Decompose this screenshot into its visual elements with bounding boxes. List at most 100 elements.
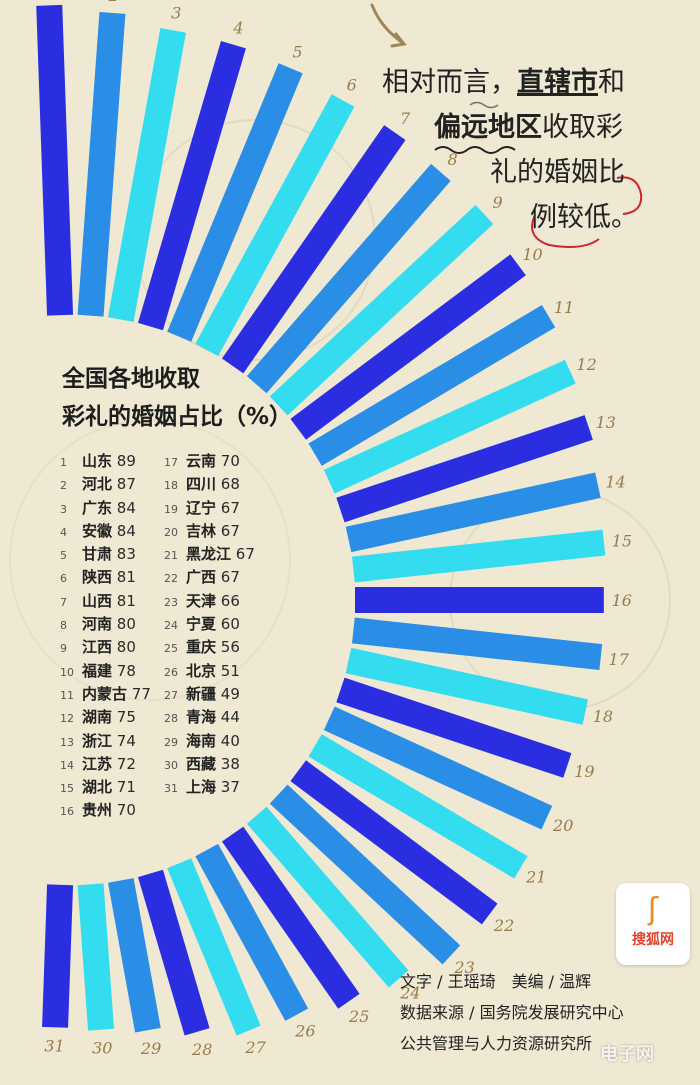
list-item: 19 辽宁 67: [164, 497, 255, 520]
list-item-rank: 20: [164, 525, 178, 539]
bar-江苏: [345, 472, 601, 553]
bar-宁夏: [246, 806, 409, 988]
list-item-value: 71: [116, 778, 136, 797]
list-item-region: 广西: [186, 568, 217, 587]
list-item: 11 内蒙古 77: [60, 683, 151, 706]
list-item-region: 贵州: [82, 801, 113, 820]
list-item: 28 青海 44: [164, 706, 255, 729]
list-item-region: 青海: [186, 708, 217, 727]
bar-甘肃: [167, 63, 303, 342]
bar-浙江: [336, 415, 593, 523]
bar-吉林: [323, 706, 553, 830]
rank-label: 5: [292, 43, 302, 62]
list-item-rank: 29: [164, 735, 178, 749]
note-text: 和: [598, 67, 625, 98]
list-item: 26 北京 51: [164, 660, 255, 683]
list-item-rank: 1: [60, 456, 67, 469]
note-highlight: 直辖市: [517, 67, 598, 98]
list-item-rank: 7: [60, 595, 67, 609]
list-item: 10 福建 78: [60, 660, 151, 683]
list-item-value: 72: [116, 754, 136, 773]
list-item-region: 西藏: [186, 754, 217, 773]
bar-四川: [345, 647, 589, 725]
list-item-value: 70: [220, 452, 240, 470]
rank-label: 26: [294, 1022, 315, 1041]
list-item-value: 60: [220, 615, 240, 634]
rank-label: 16: [612, 591, 632, 610]
list-item-region: 黑龙江: [186, 545, 232, 564]
list-item-region: 广东: [82, 498, 113, 517]
list-item-rank: 15: [60, 782, 74, 796]
rank-label: 18: [593, 707, 613, 726]
sohu-logo[interactable]: ʃ 搜狐网: [616, 883, 690, 965]
list-item-rank: 3: [60, 502, 67, 516]
list-item-rank: 17: [164, 456, 178, 469]
red-circle-mark-icon: [616, 176, 643, 215]
rank-label: 25: [348, 1007, 369, 1026]
list-item: 15 湖北 71: [60, 776, 151, 799]
bar-湖北: [351, 529, 606, 583]
list-item: 4 安徽 84: [60, 520, 151, 543]
list-item-value: 80: [116, 638, 136, 657]
bar-西藏: [77, 883, 115, 1031]
list-item-value: 78: [116, 661, 136, 680]
list-item-value: 75: [116, 708, 136, 727]
list-item-region: 河北: [82, 475, 113, 494]
rank-label: 27: [244, 1038, 266, 1057]
list-item-value: 44: [220, 708, 240, 727]
bar-河南: [246, 163, 451, 394]
list-item-value: 56: [220, 638, 240, 657]
list-item-rank: 6: [60, 572, 67, 586]
list-item-region: 宁夏: [186, 615, 217, 634]
rank-label: 28: [191, 1040, 212, 1059]
list-item-region: 上海: [186, 778, 217, 797]
list-item: 22 广西 67: [164, 566, 255, 589]
chart-title-line1: 全国各地收取: [62, 366, 200, 392]
list-item-region: 天津: [186, 591, 217, 610]
rank-label: 4: [232, 18, 243, 37]
bar-福建: [290, 254, 526, 440]
list-item-rank: 13: [60, 735, 74, 749]
rank-label: 17: [609, 650, 630, 669]
list-item-region: 辽宁: [186, 498, 217, 517]
list-item-region: 四川: [186, 475, 217, 494]
list-item-region: 福建: [82, 661, 113, 680]
list-item-value: 87: [116, 475, 136, 494]
bar-天津: [269, 784, 461, 965]
list-item-value: 89: [116, 452, 136, 470]
list-item-region: 甘肃: [82, 545, 113, 564]
list-item-value: 68: [220, 475, 240, 494]
list-item-rank: 16: [60, 805, 74, 819]
watermark: 电子网: [600, 1044, 654, 1065]
list-item-region: 云南: [186, 452, 217, 470]
ranking-list-left: 1 山东 89 2 河北 87 3 广东 84 4 安徽 84 5 甘肃 83 6 陕西 81 7 山西 …: [60, 450, 151, 823]
rank-label: 2: [108, 0, 119, 5]
rank-label: 6: [347, 76, 357, 95]
ranking-list-right: 17 云南 70 18 四川 68 19 辽宁 67 20 吉林 67 21 黑龙江 67 22 广西…: [164, 450, 255, 799]
list-item-region: 重庆: [186, 638, 217, 657]
list-item: 16 贵州 70: [60, 799, 151, 822]
list-item-region: 新疆: [186, 684, 217, 703]
list-item-rank: 19: [164, 502, 178, 516]
rank-label: 22: [493, 916, 514, 935]
list-item-value: 67: [220, 521, 240, 540]
bar-内蒙古: [308, 305, 556, 466]
list-item-region: 陕西: [82, 568, 113, 587]
list-item: 24 宁夏 60: [164, 613, 255, 636]
list-item: 6 陕西 81: [60, 566, 151, 589]
sohu-logo-text: 搜狐网: [632, 932, 674, 948]
list-item-rank: 14: [60, 758, 74, 772]
wavy-underline-icon: [469, 101, 499, 109]
list-item-rank: 5: [60, 549, 67, 563]
list-item: 21 黑龙江 67: [164, 543, 255, 566]
list-item: 5 甘肃 83: [60, 543, 151, 566]
list-item: 17 云南 70: [164, 450, 255, 473]
list-item-value: 84: [116, 521, 136, 540]
bar-海南: [108, 878, 161, 1033]
list-item-region: 北京: [186, 661, 217, 680]
list-item-region: 内蒙古: [82, 684, 128, 703]
bar-陕西: [195, 94, 355, 357]
list-item-value: 67: [220, 498, 240, 517]
bar-山西: [221, 125, 406, 374]
